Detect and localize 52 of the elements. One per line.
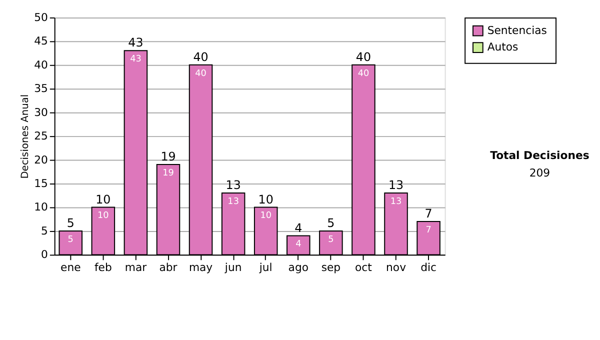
data-label: 13 bbox=[228, 196, 239, 207]
y-tick-label: 30 bbox=[34, 106, 48, 119]
total-label: 5 bbox=[66, 216, 74, 230]
x-tick-label: feb bbox=[94, 260, 112, 274]
y-tick-label: 20 bbox=[34, 153, 48, 166]
total-label: 40 bbox=[193, 50, 208, 64]
total-label: 10 bbox=[96, 192, 111, 206]
x-tick-label: ago bbox=[288, 260, 309, 274]
data-label: 4 bbox=[296, 240, 302, 250]
total-label: 13 bbox=[388, 178, 404, 192]
data-label: 10 bbox=[260, 211, 272, 222]
total-label: 10 bbox=[258, 192, 274, 206]
y-tick-label: 50 bbox=[34, 10, 48, 24]
y-tick-label: 5 bbox=[41, 224, 48, 238]
x-tick-label: dic bbox=[420, 260, 437, 274]
text: Total Decisiones bbox=[490, 148, 590, 162]
y-tick-label: 45 bbox=[34, 34, 48, 48]
data-label: 19 bbox=[162, 168, 174, 178]
y-tick-label: 40 bbox=[34, 58, 48, 72]
legend-label: Sentencias bbox=[487, 24, 548, 37]
data-label: 13 bbox=[390, 196, 402, 207]
x-tick-label: abr bbox=[159, 260, 178, 274]
total-label: 43 bbox=[128, 36, 144, 50]
y-tick-label: 15 bbox=[34, 176, 48, 190]
x-tick-label: jul bbox=[258, 260, 272, 274]
x-tick-label: mar bbox=[124, 260, 148, 274]
total-label: 13 bbox=[226, 178, 241, 192]
x-tick-label: may bbox=[188, 260, 214, 274]
legend-label: Autos bbox=[487, 40, 519, 54]
y-tick-label: 25 bbox=[34, 130, 48, 143]
data-label: 7 bbox=[426, 225, 432, 236]
data-label: 43 bbox=[130, 54, 142, 65]
x-tick-label: oct bbox=[355, 260, 372, 274]
data-label: 40 bbox=[358, 68, 370, 79]
y-axis-title: Decisiones Anual bbox=[20, 94, 32, 179]
data-label: 5 bbox=[68, 234, 74, 245]
x-tick-label: jun bbox=[224, 260, 242, 274]
x-tick-label: nov bbox=[386, 260, 407, 274]
text: 209 bbox=[529, 166, 550, 180]
y-tick-label: 35 bbox=[34, 82, 48, 96]
total-label: 4 bbox=[294, 220, 302, 235]
x-tick-label: sep bbox=[321, 260, 341, 274]
y-tick-label: 10 bbox=[34, 200, 48, 214]
data-label: 10 bbox=[98, 211, 110, 222]
data-label: 5 bbox=[328, 234, 334, 245]
y-tick-label: 0 bbox=[41, 248, 48, 262]
total-label: 19 bbox=[160, 150, 176, 164]
total-label: 5 bbox=[327, 216, 335, 230]
total-label: 40 bbox=[356, 50, 372, 64]
total-label: 7 bbox=[424, 206, 432, 221]
x-tick-label: ene bbox=[60, 260, 82, 274]
data-label: 40 bbox=[195, 68, 207, 79]
